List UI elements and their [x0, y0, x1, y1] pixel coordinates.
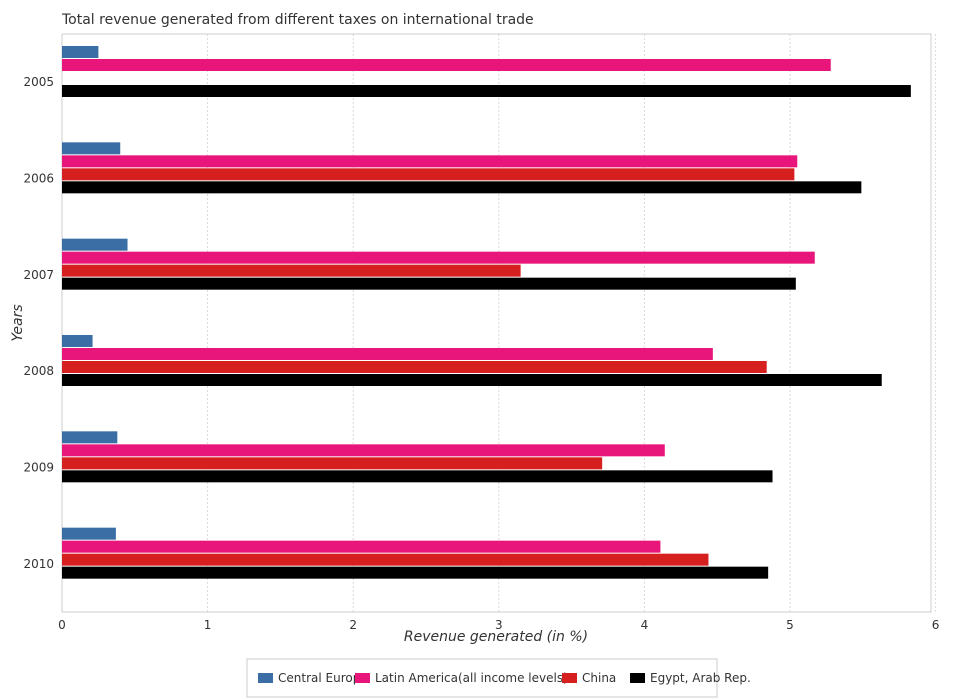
legend: Central Europe Latin America(all income l…	[246, 658, 751, 698]
legend-swatch	[562, 673, 577, 683]
bar-central-europe-2007	[62, 238, 128, 251]
x-tick-label: 4	[641, 618, 649, 632]
x-axis-ticks: 0 1 2 3 4 5 6	[58, 618, 939, 632]
bar-egypt-arab-rep-2007	[62, 277, 796, 290]
bar-egypt-arab-rep-2005	[62, 85, 911, 97]
y-tick-label: 2008	[23, 364, 54, 378]
bar-egypt-arab-rep-2010	[62, 566, 769, 579]
x-tick-label: 3	[495, 618, 503, 632]
plot-frame	[61, 33, 932, 613]
legend-swatch	[258, 673, 273, 683]
legend-label: Egypt, Arab Rep.	[650, 671, 751, 685]
bar-china-2010	[62, 553, 709, 566]
y-tick-label: 2010	[23, 557, 54, 571]
y-axis-label: Years	[10, 304, 26, 341]
bar-latin-america-all-income-levels-2005	[62, 59, 831, 71]
bar-central-europe-2010	[62, 527, 116, 540]
bar-china-2007	[62, 264, 521, 277]
bar-egypt-arab-rep-2006	[62, 181, 862, 194]
bar-china-2008	[62, 361, 767, 373]
y-tick-label: 2009	[23, 461, 54, 475]
legend-swatch	[630, 673, 645, 683]
legend-label: China	[582, 671, 616, 685]
bar-egypt-arab-rep-2009	[62, 470, 773, 483]
bar-latin-america-all-income-levels-2007	[62, 251, 815, 264]
bar-central-europe-2008	[62, 335, 93, 347]
x-axis-label: Revenue generated (in %)	[404, 629, 588, 645]
y-tick-label: 2006	[23, 172, 54, 186]
x-tick-label: 1	[204, 618, 212, 632]
bar-central-europe-2009	[62, 431, 118, 444]
legend-swatch	[355, 673, 370, 683]
bar-china-2009	[62, 457, 603, 470]
y-axis-ticks: 2005 2006 2007 2008 2009 2010	[23, 75, 54, 571]
bar-latin-america-all-income-levels-2006	[62, 155, 798, 168]
bar-central-europe-2005	[62, 46, 99, 58]
bars	[62, 46, 911, 579]
bar-egypt-arab-rep-2008	[62, 374, 882, 386]
x-tick-label: 2	[349, 618, 357, 632]
x-tick-label: 0	[58, 618, 66, 632]
bar-latin-america-all-income-levels-2009	[62, 444, 665, 457]
legend-label: Latin America(all income levels)	[375, 671, 568, 685]
y-tick-label: 2007	[23, 268, 54, 282]
chart-title: Total revenue generated from different t…	[61, 12, 534, 28]
legend-label: Central Europe	[278, 671, 368, 685]
bar-latin-america-all-income-levels-2008	[62, 348, 713, 360]
bar-china-2006	[62, 168, 795, 181]
x-tick-label: 5	[786, 618, 794, 632]
x-tick-label: 6	[932, 618, 940, 632]
y-tick-label: 2005	[23, 75, 54, 89]
bar-central-europe-2006	[62, 142, 121, 155]
bar-latin-america-all-income-levels-2010	[62, 540, 661, 553]
grid	[61, 34, 937, 612]
